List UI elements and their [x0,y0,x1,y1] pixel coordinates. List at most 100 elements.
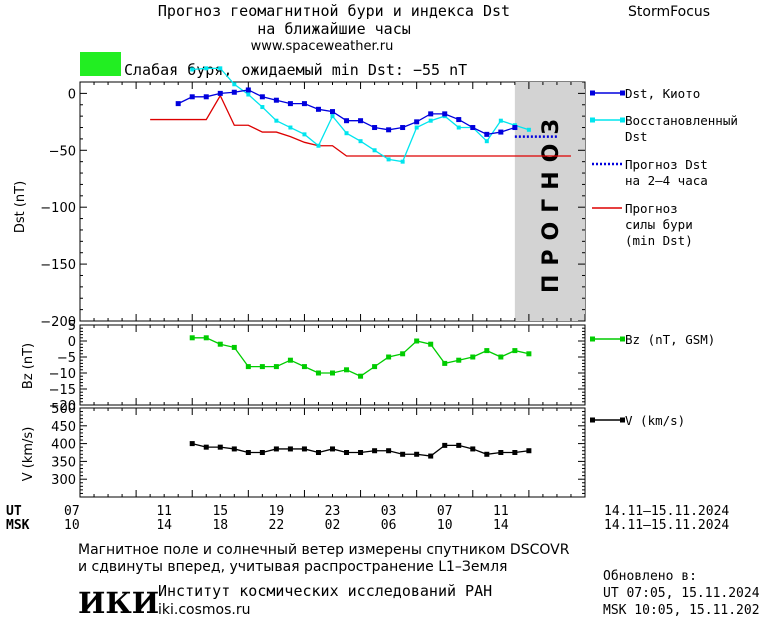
series-point [526,127,531,132]
series-point [287,101,293,107]
ut-tick-label: 03 [381,504,397,519]
series-point [512,348,518,354]
series-point [190,67,195,72]
series-point [442,111,448,117]
series-point [231,344,237,350]
series-point [428,453,434,459]
series-point [315,370,321,376]
series-point [456,117,462,123]
series-point [203,94,209,100]
iki-logo: ИКИ [78,586,159,620]
chart-series [150,66,571,459]
series-point [302,132,307,137]
legend-storm-forecast-text: (min Dst) [625,233,693,248]
series-point [498,354,504,360]
series-point [316,143,321,148]
series-point [259,450,265,455]
series-point [273,364,279,370]
y-tick-label: 0 [68,87,76,102]
y-tick-label: 400 [51,438,76,453]
series-point [470,125,476,131]
site-url[interactable]: www.spaceweather.ru [251,39,394,54]
series-point [330,446,335,452]
series-point [344,450,350,455]
series-point [217,341,223,347]
series-point [400,159,405,164]
series-point [204,66,209,71]
series-point [330,114,335,119]
series-point [372,448,378,454]
series-point [484,131,490,137]
series-point [273,97,279,103]
updated-label: Обновлено в: [603,569,697,584]
series-point [245,450,251,455]
series-point [218,66,223,71]
series-point [470,354,476,360]
series-point [189,441,195,447]
series-point [414,119,420,125]
institute-name: Институт космических исследований РАН [158,582,492,600]
y-tick-labels: 0−50−100−150−20050−5−10−15−2050045040035… [40,87,76,488]
y-tick-label: −10 [49,367,76,382]
y-tick-label: 350 [51,455,76,470]
series-point [484,451,490,457]
series-point [386,354,392,360]
legend-restored-dst-text: Восстановленный [625,113,738,128]
series-point [470,446,476,452]
series-point [246,92,251,97]
series-point [231,446,237,452]
v-axis-label: V (km/s) [21,427,36,482]
institute-url[interactable]: iki.cosmos.ru [158,602,250,618]
msk-tick-label: 22 [269,518,285,533]
series-point [456,125,461,130]
y-tick-label: 0 [68,335,76,350]
msk-tick-label: 02 [325,518,341,533]
series-point [442,442,448,448]
series-point [315,106,321,112]
updated-ut: UT 07:05, 15.11.2024 [603,586,760,601]
y-tick-label: 500 [51,402,76,417]
series-point [259,94,265,100]
series-point [217,90,223,96]
series-point [386,448,392,454]
series-point [372,148,377,153]
series-point [203,444,209,450]
series-point [456,442,462,448]
series-point [386,157,391,162]
series-point [428,111,434,117]
date-range-ut: 14.11–15.11.2024 [604,504,729,519]
ut-tick-label: 19 [269,504,285,519]
series-point [301,364,307,370]
y-tick-label: −50 [49,144,76,159]
y-tick-label: −100 [40,201,76,216]
storm-level-swatch [80,52,121,76]
msk-tick-label: 14 [493,518,509,533]
note-line1: Магнитное поле и солнечный ветер измерен… [78,542,570,558]
legend-restored-dst-text: Dst [625,129,648,144]
axis-ticks [79,81,586,498]
series-point [498,129,504,135]
brand-name: StormFocus [628,4,710,20]
bz-axis-label: Bz (nT) [21,343,36,389]
series-point [484,139,489,144]
legend-storm-forecast-text: силы бури [625,217,693,232]
series-point [330,370,335,376]
forecast-label: ПРОГНОЗ [539,110,564,293]
date-range-msk: 14.11–15.11.2024 [604,518,729,533]
series-point [386,127,392,133]
series-point [245,87,251,93]
series-point [344,118,350,124]
series-point [315,450,321,455]
series-point [442,360,448,366]
series-point [217,444,223,450]
dst-axis-label: Dst (nT) [13,181,28,233]
y-tick-label: 300 [51,473,76,488]
legend-velocity-text: V (km/s) [625,413,685,428]
legend-dst-forecast-text: Прогноз Dst [625,157,708,172]
y-tick-label: −15 [49,383,76,398]
panel-frame-1 [79,324,586,406]
msk-tick-label: 18 [212,518,228,533]
series-point [245,364,251,370]
series-point [287,446,293,452]
series-point [260,105,265,110]
